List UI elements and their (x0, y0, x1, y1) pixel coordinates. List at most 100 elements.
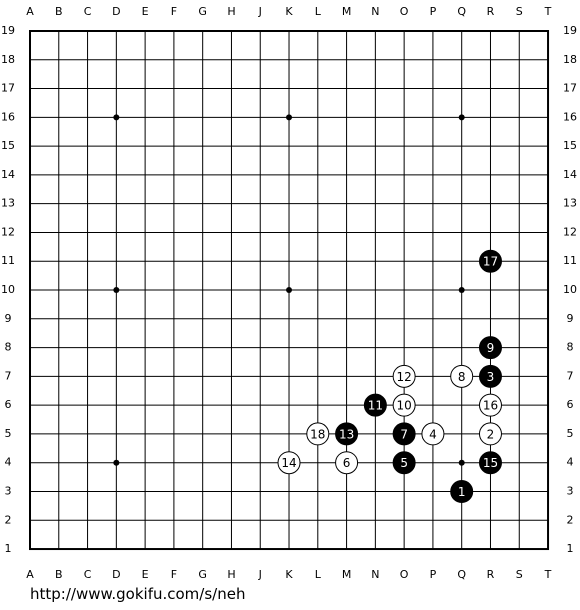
board-border (29, 30, 550, 551)
column-label: O (400, 5, 409, 18)
stone (392, 364, 416, 388)
star-point (113, 114, 120, 121)
row-label: 19 (563, 24, 577, 37)
move-number: 4 (429, 427, 437, 441)
column-label: G (198, 568, 207, 581)
column-label: P (430, 5, 437, 18)
column-label: L (315, 568, 322, 581)
column-label: J (258, 568, 262, 581)
row-label: 3 (567, 484, 574, 497)
move-number: 2 (487, 427, 495, 441)
stone (392, 422, 416, 446)
star-point (458, 287, 465, 294)
row-label: 9 (567, 312, 574, 325)
move-number: 11 (368, 399, 383, 413)
row-label: 3 (5, 484, 12, 497)
row-label: 2 (5, 513, 12, 526)
star-point (458, 114, 465, 121)
stone (478, 422, 502, 446)
column-label: E (142, 568, 149, 581)
column-label: S (516, 5, 523, 18)
row-label: 11 (1, 254, 15, 267)
row-label: 8 (567, 341, 574, 354)
move-number: 13 (339, 427, 354, 441)
column-label: M (342, 568, 352, 581)
stone (478, 249, 502, 273)
star-point (286, 287, 293, 294)
move-number: 12 (396, 370, 411, 384)
row-label: 7 (567, 369, 574, 382)
row-label: 6 (567, 398, 574, 411)
star-point (113, 287, 120, 294)
stone (478, 364, 502, 388)
column-label: K (285, 568, 293, 581)
column-label: C (84, 5, 92, 18)
column-label: M (342, 5, 352, 18)
column-label: B (55, 5, 63, 18)
stone (392, 393, 416, 417)
go-board: AABBCCDDEEFFGGHHJJKKLLMMNNOOPPQQRRSSTT19… (1, 5, 577, 581)
column-label: H (227, 568, 235, 581)
row-label: 1 (5, 542, 12, 555)
row-label: 4 (567, 456, 574, 469)
row-label: 10 (563, 283, 577, 296)
row-label: 15 (563, 139, 577, 152)
row-label: 13 (1, 197, 15, 210)
star-point (286, 114, 293, 121)
row-label: 14 (1, 168, 15, 181)
stone (478, 336, 502, 360)
row-label: 2 (567, 513, 574, 526)
stone (450, 364, 474, 388)
column-label: E (142, 5, 149, 18)
star-point (458, 459, 465, 466)
move-number: 9 (487, 341, 495, 355)
stone (450, 479, 474, 503)
move-number: 3 (487, 370, 495, 384)
stone (277, 451, 301, 475)
column-label: T (544, 5, 552, 18)
row-label: 17 (563, 82, 577, 95)
stone (363, 393, 387, 417)
row-label: 1 (567, 542, 574, 555)
move-number: 16 (483, 399, 498, 413)
move-number: 8 (458, 370, 466, 384)
row-label: 14 (563, 168, 577, 181)
move-number: 1 (458, 485, 466, 499)
row-label: 11 (563, 254, 577, 267)
move-number: 6 (343, 456, 351, 470)
column-label: P (430, 568, 437, 581)
column-label: Q (457, 568, 466, 581)
move-number: 5 (400, 456, 408, 470)
move-number: 7 (400, 427, 408, 441)
stone (306, 422, 330, 446)
column-label: A (26, 568, 34, 581)
stone (335, 422, 359, 446)
column-label: N (371, 568, 379, 581)
row-label: 7 (5, 369, 12, 382)
column-label: N (371, 5, 379, 18)
row-label: 13 (563, 197, 577, 210)
column-label: L (315, 5, 322, 18)
column-label: R (487, 568, 495, 581)
column-label: A (26, 5, 34, 18)
column-label: R (487, 5, 495, 18)
column-label: D (112, 568, 120, 581)
row-label: 5 (5, 427, 12, 440)
column-label: K (285, 5, 293, 18)
row-label: 10 (1, 283, 15, 296)
row-label: 19 (1, 24, 15, 37)
row-label: 17 (1, 82, 15, 95)
column-label: B (55, 568, 63, 581)
row-label: 18 (563, 53, 577, 66)
row-label: 12 (1, 225, 15, 238)
source-url: http://www.gokifu.com/s/neh (30, 585, 246, 603)
column-label: C (84, 568, 92, 581)
row-label: 16 (563, 110, 577, 123)
column-label: F (171, 568, 177, 581)
column-label: F (171, 5, 177, 18)
column-label: O (400, 568, 409, 581)
stone (335, 451, 359, 475)
stone (478, 451, 502, 475)
row-label: 18 (1, 53, 15, 66)
row-label: 16 (1, 110, 15, 123)
